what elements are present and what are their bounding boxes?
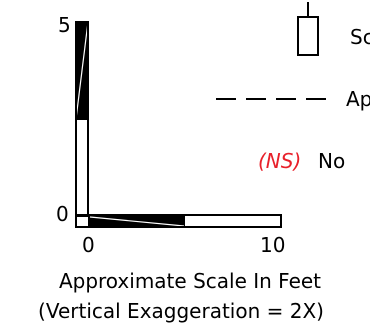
legend-dashed-text: Ap bbox=[346, 87, 370, 111]
scale-caption-line1: Approximate Scale In Feet bbox=[59, 269, 321, 293]
ns-tag: (NS) bbox=[258, 149, 301, 173]
horizontal-bar-diagonal bbox=[89, 216, 185, 227]
vertical-scale-top-label: 5 bbox=[58, 13, 71, 37]
horizontal-scale-left-label: 0 bbox=[82, 233, 95, 257]
vertical-scale-bottom-label: 0 bbox=[56, 202, 69, 226]
legend-ns-text: No bbox=[318, 149, 345, 173]
vertical-bar-white-segment bbox=[75, 118, 89, 217]
scale-caption-line2: (Vertical Exaggeration = 2X) bbox=[38, 299, 324, 323]
vertical-scale-bar bbox=[75, 21, 89, 217]
horizontal-scale-right-label: 10 bbox=[260, 233, 285, 257]
legend-rectangle-text: Sc bbox=[350, 25, 370, 49]
horizontal-scale-bar bbox=[75, 214, 282, 228]
rectangle-symbol-icon bbox=[297, 16, 319, 56]
vertical-bar-diagonal bbox=[75, 21, 89, 120]
legend-item-ns: (NS) No bbox=[258, 149, 345, 173]
legend-item-dashed-line: Ap bbox=[216, 87, 370, 111]
horizontal-bar-white-segment bbox=[183, 214, 282, 228]
horizontal-bar-outline bbox=[75, 214, 282, 228]
legend-item-rectangle: Sc bbox=[297, 2, 370, 56]
